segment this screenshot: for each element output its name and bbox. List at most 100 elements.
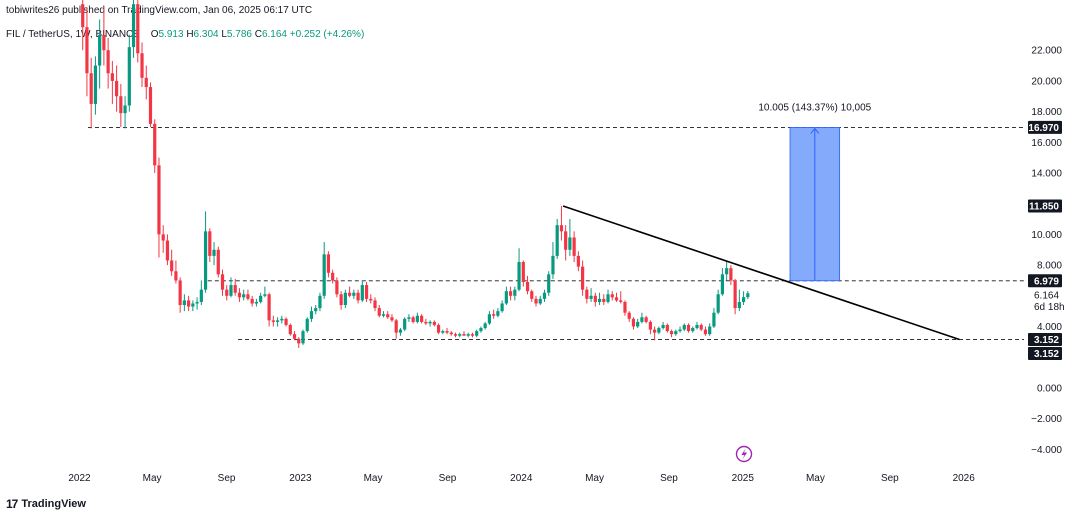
- candle: [119, 83, 123, 127]
- y-tick-label: 22.000: [1031, 46, 1062, 57]
- candle: [525, 275, 530, 295]
- candle: [216, 246, 220, 278]
- candle-body: [576, 255, 580, 267]
- lightning-icon[interactable]: [735, 445, 753, 463]
- candle-body: [737, 301, 741, 309]
- candle-body: [669, 331, 674, 335]
- candle-body: [466, 334, 470, 336]
- x-tick-label: 2026: [953, 473, 976, 484]
- candle: [237, 288, 242, 302]
- candle: [436, 323, 441, 335]
- candle: [233, 278, 237, 296]
- candle: [551, 242, 555, 279]
- candle: [407, 314, 411, 322]
- candle: [441, 329, 445, 335]
- candle: [195, 297, 199, 310]
- candle: [631, 317, 636, 330]
- candle-body: [517, 262, 521, 290]
- candle-body: [513, 289, 517, 296]
- candle: [136, 0, 140, 63]
- candle: [267, 292, 271, 327]
- candle: [606, 289, 610, 304]
- candle-body: [386, 314, 390, 318]
- candle: [170, 249, 174, 276]
- candle-body: [381, 314, 386, 316]
- tradingview-logo-icon: 17: [6, 497, 18, 511]
- candle: [339, 291, 343, 310]
- candle: [123, 96, 127, 129]
- candle-body: [682, 324, 686, 330]
- candle: [208, 228, 212, 263]
- candle-body: [339, 294, 343, 306]
- candle-body: [165, 240, 170, 261]
- candle: [492, 309, 496, 319]
- candle-body: [496, 311, 500, 316]
- candle-body: [301, 331, 305, 344]
- candle-body: [220, 274, 225, 290]
- candle: [225, 285, 229, 301]
- candle-body: [123, 105, 127, 114]
- candle: [547, 271, 551, 296]
- candle: [657, 326, 661, 335]
- candle-body: [504, 291, 508, 304]
- candle-body: [85, 27, 89, 74]
- price-tag: 11.850: [1028, 199, 1062, 213]
- candle: [665, 323, 669, 333]
- candle: [415, 312, 419, 324]
- price-tag-bg: [1028, 120, 1062, 134]
- symbol-name[interactable]: FIL / TetherUS, 1W, BINANCE: [6, 29, 140, 40]
- y-tick-label: 4.000: [1037, 322, 1062, 333]
- candle-body: [81, 4, 85, 28]
- candle: [157, 157, 161, 258]
- candle: [725, 260, 729, 281]
- candle: [182, 294, 186, 312]
- open-value: 5.913: [158, 29, 184, 40]
- candle: [741, 291, 746, 306]
- candle-body: [589, 295, 593, 299]
- candle-body: [288, 324, 292, 335]
- candle: [530, 289, 534, 302]
- candle-body: [614, 297, 619, 301]
- candle: [487, 311, 492, 325]
- candle: [508, 286, 513, 301]
- candle-body: [725, 268, 729, 275]
- candle: [610, 291, 614, 301]
- candle: [720, 268, 725, 296]
- tradingview-logo[interactable]: 17 TradingView: [6, 497, 86, 511]
- candle-body: [538, 298, 542, 304]
- x-tick-label: Sep: [660, 473, 678, 484]
- candle: [644, 315, 648, 324]
- candle: [161, 225, 165, 253]
- candle-body: [699, 324, 703, 330]
- price-tag-label: 3.152: [1034, 335, 1059, 346]
- candle: [292, 331, 297, 341]
- candle-body: [428, 321, 432, 324]
- candle: [263, 286, 267, 298]
- candle: [733, 278, 737, 315]
- price-tag-label: 6.979: [1034, 276, 1059, 287]
- candle-body: [297, 338, 301, 344]
- candle-body: [93, 65, 98, 104]
- candle-body: [148, 87, 153, 124]
- candle: [619, 291, 623, 304]
- candle-body: [225, 289, 229, 296]
- candle-body: [741, 297, 746, 302]
- candle: [648, 320, 652, 335]
- candle-body: [212, 249, 216, 256]
- candle: [496, 308, 500, 318]
- candle: [420, 314, 424, 324]
- candle-body: [640, 317, 644, 322]
- x-tick-label: May: [364, 473, 383, 484]
- candle-body: [254, 301, 259, 304]
- candle-body: [102, 34, 106, 51]
- candle-body: [602, 298, 606, 302]
- candle-body: [364, 285, 369, 299]
- candle: [174, 260, 178, 284]
- candle: [564, 225, 568, 261]
- candle: [331, 269, 335, 284]
- x-tick-label: 2022: [68, 473, 91, 484]
- candle: [517, 248, 521, 292]
- candle-body: [729, 268, 733, 281]
- candle-body: [407, 317, 411, 319]
